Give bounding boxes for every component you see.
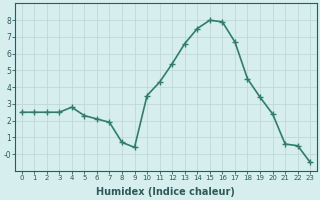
X-axis label: Humidex (Indice chaleur): Humidex (Indice chaleur) [96,187,235,197]
